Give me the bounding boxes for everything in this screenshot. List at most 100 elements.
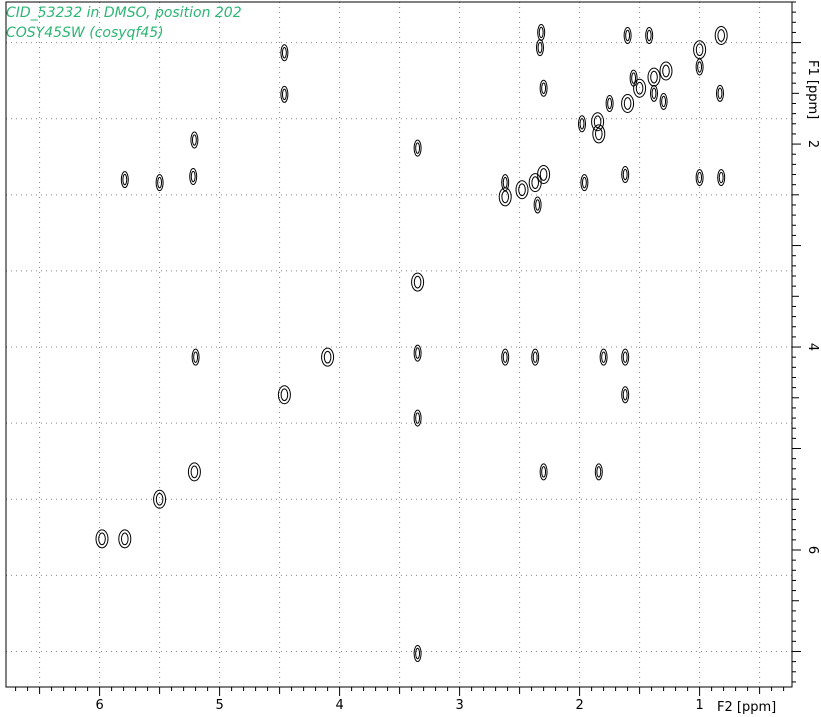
- peak-contour-inner: [635, 81, 644, 95]
- peak-contour-outer: [621, 348, 630, 366]
- cosy-peak: [695, 58, 704, 76]
- cosy-peak: [280, 85, 289, 103]
- peak-contour-outer: [539, 79, 548, 97]
- cosy-peak: [621, 348, 630, 366]
- peak-contour-outer: [118, 529, 132, 549]
- cosy-peak: [537, 23, 546, 41]
- peak-contour-inner: [155, 492, 164, 506]
- peak-contour-inner: [595, 127, 603, 141]
- peak-layer: [95, 23, 728, 663]
- peak-contour-outer: [580, 174, 589, 192]
- cosy-peak: [623, 26, 632, 44]
- peak-contour-inner: [541, 466, 547, 478]
- x-axis: 6 5 4 3 2 1: [15, 687, 785, 713]
- cosy-peak: [599, 348, 608, 366]
- cosy-peak: [647, 67, 661, 87]
- peak-contour-inner: [625, 29, 631, 42]
- peak-contour-inner: [622, 389, 628, 401]
- peak-contour-outer: [321, 347, 335, 367]
- peak-contour-outer: [411, 272, 425, 292]
- cosy-peak: [95, 529, 109, 549]
- peak-contour-inner: [718, 171, 724, 184]
- peak-contour-outer: [413, 344, 422, 362]
- peak-contour-outer: [120, 171, 129, 189]
- cosy-peak: [537, 165, 551, 185]
- x-tick-label: 6: [95, 698, 103, 713]
- cosy-peak: [659, 61, 673, 81]
- cosy-peak: [533, 196, 542, 214]
- peak-contour-inner: [581, 176, 587, 189]
- peak-contour-outer: [645, 26, 654, 44]
- peak-contour-outer: [621, 386, 630, 404]
- peak-contour-inner: [190, 465, 199, 479]
- peak-contour-inner: [596, 466, 602, 478]
- cosy-peak: [153, 489, 167, 509]
- plot-frame: [5, 1, 793, 688]
- peak-contour-inner: [281, 47, 287, 59]
- peak-contour-outer: [533, 196, 542, 214]
- peak-contour-outer: [714, 25, 728, 45]
- peak-contour-outer: [515, 180, 529, 200]
- peak-contour-inner: [538, 26, 544, 39]
- peak-contour-inner: [697, 61, 703, 73]
- cosy-peak: [191, 348, 200, 366]
- peak-contour-inner: [541, 82, 547, 94]
- peak-contour-inner: [607, 97, 613, 110]
- peak-contour-outer: [717, 169, 726, 187]
- peak-contour-inner: [190, 170, 196, 183]
- cosy-peak: [580, 174, 589, 192]
- peak-contour-inner: [518, 183, 526, 197]
- peak-contour-outer: [413, 645, 422, 663]
- plot-title: CID_53232 in DMSO, position 202: [6, 5, 242, 21]
- peak-contour-inner: [532, 351, 538, 363]
- peak-contour-inner: [323, 350, 332, 364]
- peak-contour-inner: [413, 275, 422, 289]
- peak-contour-inner: [415, 347, 421, 359]
- peak-contour-inner: [601, 351, 607, 363]
- peak-contour-inner: [415, 142, 421, 154]
- peak-contour-outer: [189, 168, 198, 186]
- peak-contour-inner: [697, 171, 703, 184]
- peak-contour-inner: [535, 199, 541, 211]
- peak-contour-inner: [502, 351, 508, 363]
- cosy-peak: [539, 463, 548, 481]
- cosy-peak: [605, 94, 614, 112]
- peak-contour-outer: [599, 348, 608, 366]
- cosy-peak: [413, 409, 422, 427]
- peak-contour-outer: [413, 409, 422, 427]
- cosy-peak: [714, 25, 728, 45]
- cosy-peak: [621, 93, 635, 113]
- cosy-peak: [190, 131, 199, 149]
- cosy-peak: [716, 84, 724, 102]
- peak-contour-inner: [121, 532, 129, 546]
- cosy-peak: [413, 139, 422, 157]
- y-tick-label: 2: [805, 140, 820, 148]
- cosy-peak: [594, 463, 603, 481]
- peak-contour-outer: [647, 67, 661, 87]
- peak-contour-outer: [539, 463, 548, 481]
- cosy-peak: [498, 187, 512, 207]
- peak-contour-inner: [501, 190, 510, 204]
- peak-contour-outer: [277, 385, 291, 405]
- peak-contour-outer: [629, 69, 638, 87]
- y-tick-label: 6: [805, 546, 820, 554]
- x-tick-label: 4: [335, 698, 343, 713]
- x-tick-label: 5: [215, 698, 223, 713]
- cosy-peak: [592, 124, 606, 144]
- peak-contour-outer: [498, 187, 512, 207]
- cosy-peak: [515, 180, 529, 200]
- peak-contour-outer: [187, 462, 201, 482]
- peak-contour-inner: [539, 168, 548, 181]
- peak-contour-inner: [717, 87, 723, 100]
- x-tick-label: 3: [455, 698, 463, 713]
- peak-contour-inner: [662, 64, 670, 78]
- peak-contour-outer: [531, 348, 540, 366]
- peak-contour-inner: [579, 118, 585, 130]
- peak-contour-outer: [650, 84, 658, 102]
- cosy-peak: [120, 171, 129, 189]
- cosy-peak: [650, 84, 658, 102]
- peak-contour-inner: [191, 134, 197, 146]
- peak-contour-inner: [661, 95, 667, 108]
- cosy-peak: [645, 26, 654, 44]
